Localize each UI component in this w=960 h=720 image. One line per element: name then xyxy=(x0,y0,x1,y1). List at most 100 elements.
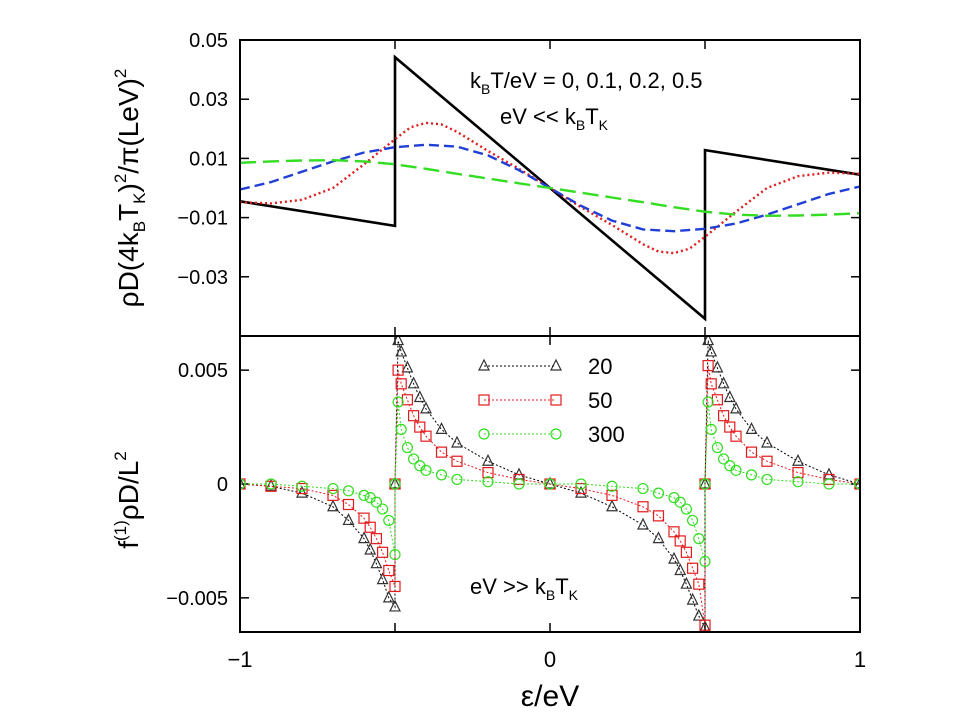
data-point xyxy=(699,619,711,631)
data-point xyxy=(392,396,404,408)
data-point xyxy=(389,580,401,593)
x-axis-label: ε/eV xyxy=(521,680,579,713)
data-point xyxy=(420,401,432,414)
data-point xyxy=(761,455,773,467)
data-point xyxy=(382,590,395,603)
data-point xyxy=(745,469,758,481)
data-point xyxy=(693,578,705,590)
y-tick-label: 0.03 xyxy=(189,89,228,111)
data-point xyxy=(637,517,649,530)
x-tick-label: −1 xyxy=(227,647,252,672)
data-point xyxy=(392,364,404,376)
data-point xyxy=(692,608,705,621)
data-point xyxy=(575,485,587,498)
top-annotation-temperatures: kBT/eV = 0, 0.1, 0.2, 0.5 xyxy=(470,68,703,97)
data-point xyxy=(240,476,246,489)
data-point xyxy=(711,394,724,406)
x-tick-label: 0 xyxy=(544,647,556,672)
data-point xyxy=(717,376,730,389)
data-point xyxy=(745,422,758,434)
x-ticks: −1 0 1 xyxy=(227,647,866,672)
data-point xyxy=(392,336,405,346)
data-point xyxy=(792,453,804,466)
legend-label: 300 xyxy=(588,422,625,447)
data-point xyxy=(342,513,355,526)
y-tick-label: 0 xyxy=(217,474,228,496)
data-point xyxy=(702,396,714,408)
data-point xyxy=(637,482,649,495)
data-point xyxy=(401,360,414,373)
data-point xyxy=(680,576,693,589)
data-point xyxy=(451,473,463,486)
data-point xyxy=(823,473,835,486)
data-point xyxy=(413,390,426,403)
data-point xyxy=(606,489,618,501)
data-point xyxy=(792,476,804,488)
top-y-axis-label: ρD(4kBTK)2/π(LeV)2 xyxy=(111,69,149,308)
svg-text:ρD(4kBTK)2/π(LeV)2: ρD(4kBTK)2/π(LeV)2 xyxy=(111,69,149,308)
data-point xyxy=(652,487,665,499)
data-point xyxy=(420,430,432,442)
data-point xyxy=(451,455,463,467)
data-point xyxy=(364,542,377,555)
bottom-plot-frame xyxy=(239,335,861,633)
data-point xyxy=(680,546,693,558)
legend-marker xyxy=(478,358,490,371)
data-point xyxy=(358,512,370,524)
bottom-annotation-regime: eV >> kBTK xyxy=(470,574,579,603)
data-point xyxy=(705,344,718,357)
data-point xyxy=(513,473,525,486)
data-point xyxy=(652,510,665,522)
data-point xyxy=(680,503,693,515)
data-point xyxy=(761,473,773,486)
data-point xyxy=(705,378,717,390)
bottom-series xyxy=(240,336,860,632)
data-point xyxy=(376,572,389,585)
data-point xyxy=(408,453,420,465)
data-point xyxy=(606,499,618,512)
data-point xyxy=(327,499,339,512)
data-point xyxy=(296,482,308,495)
data-point xyxy=(240,478,246,490)
data-point xyxy=(668,526,680,538)
y-tick-label: −0.005 xyxy=(166,588,228,610)
data-point xyxy=(686,592,699,605)
data-point xyxy=(370,533,382,545)
data-point xyxy=(407,376,420,389)
data-point xyxy=(652,531,665,544)
data-point xyxy=(544,478,556,490)
legend: 20 50 300 xyxy=(478,354,625,447)
data-point xyxy=(377,503,389,515)
top-panel: 0.05 0.03 0.01 −0.01 −0.03 kBT/eV = 0, 0.1, … xyxy=(177,30,861,337)
data-point xyxy=(711,360,724,373)
data-point xyxy=(389,599,401,612)
data-point xyxy=(435,446,448,458)
y-tick-label: 0.01 xyxy=(189,148,228,170)
data-point xyxy=(482,467,494,479)
data-point xyxy=(730,430,742,442)
data-point xyxy=(358,531,370,544)
legend-label: 50 xyxy=(588,388,612,413)
data-point xyxy=(686,514,699,527)
data-point xyxy=(730,401,742,414)
data-point xyxy=(745,446,758,458)
data-point xyxy=(342,485,355,497)
data-point xyxy=(723,390,736,403)
data-point xyxy=(702,360,714,372)
data-point xyxy=(395,378,407,390)
data-point xyxy=(724,421,736,433)
data-point xyxy=(699,478,711,490)
data-point xyxy=(296,480,308,492)
data-point xyxy=(674,563,687,576)
data-point xyxy=(401,441,413,454)
legend-marker xyxy=(550,394,562,406)
data-point xyxy=(482,453,494,466)
top-series xyxy=(240,54,860,322)
series-line xyxy=(240,143,860,233)
bottom-panel: 0.005 0 −0.005 −1 0 1 20 50 300 eV >> kBTK xyxy=(166,335,866,672)
data-point xyxy=(370,556,383,569)
data-point xyxy=(606,480,618,492)
data-point xyxy=(451,435,463,448)
data-point xyxy=(342,498,355,511)
data-point xyxy=(792,467,804,479)
